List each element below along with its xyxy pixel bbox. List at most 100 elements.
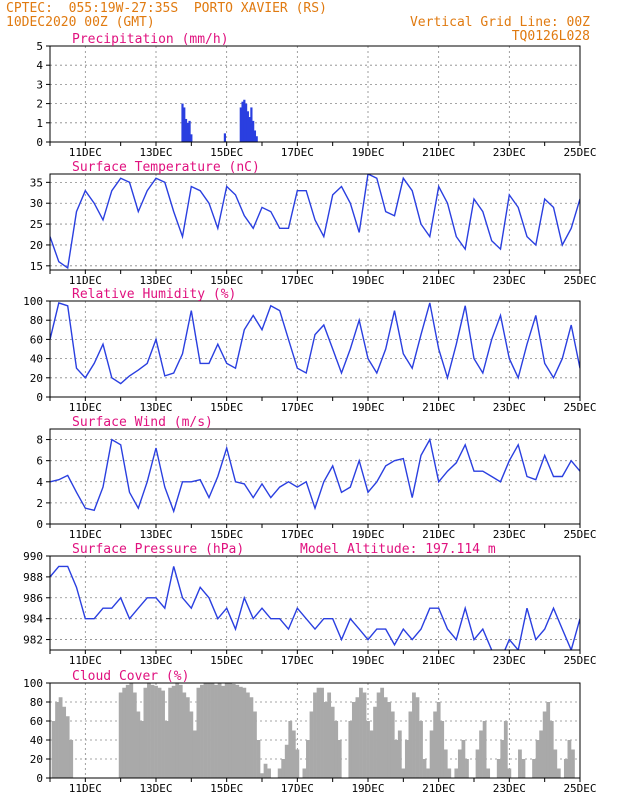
cloud-bar [228,683,233,778]
x-tick-label: 19DEC [351,401,384,414]
y-tick-label: 4 [36,59,43,72]
cloud-bar [383,697,388,778]
precip-bar [252,120,255,142]
cloud-bar [175,683,180,778]
y-tick-label: 40 [30,353,43,366]
cloud-bar [129,683,134,778]
cloud-bar [217,683,222,778]
y-tick-label: 0 [36,772,43,785]
x-tick-label: 17DEC [281,528,314,541]
cloud-bar [426,768,430,778]
cloud-bar [51,721,56,778]
cloud-bar [291,730,296,778]
y-tick-label: 0 [36,518,43,531]
cloud-bar [136,711,141,778]
cloud-bar [320,687,324,778]
cloud-bar [532,759,536,778]
precip-bar [190,134,193,142]
x-tick-label: 21DEC [422,274,455,287]
cloud-bar [447,768,452,778]
cloud-bar [457,749,462,778]
header-station: CPTEC: 055:19W-27:35S PORTO XAVIER (RS) [6,1,327,16]
x-tick-label: 25DEC [563,528,596,541]
panel-title: Cloud Cover (%) [72,669,189,684]
cloud-bar [55,702,59,778]
cloud-bar [366,721,370,778]
x-tick-label: 25DEC [563,146,596,159]
cloud-bar [309,711,314,778]
cloud-bar [235,684,240,778]
y-tick-label: 986 [23,592,43,605]
x-tick-label: 23DEC [493,274,526,287]
cloud-bar [454,768,459,778]
cloud-bar [302,768,307,778]
cloud-bar [369,730,374,778]
cloud-bar [306,740,310,778]
precip-bar [181,103,184,142]
y-tick-label: 0 [36,391,43,404]
precip-bar [184,118,188,142]
precip-bar [239,107,242,142]
cloud-bar [214,684,218,778]
x-tick-label: 21DEC [422,146,455,159]
cloud-bar [316,687,321,778]
panel-frame [49,300,581,398]
precip-bar [248,117,251,142]
cloud-bar [465,759,469,778]
cloud-bar [249,697,254,778]
x-tick-label: 11DEC [69,274,102,287]
panel-frame [49,555,581,651]
panel-title: Relative Humidity (%) [72,287,236,302]
x-tick-label: 17DEC [281,401,314,414]
header-grid-line: Vertical Grid Line: 00Z [409,15,590,30]
precip-bar [253,130,257,142]
precip-bar [188,120,191,142]
x-tick-label: 17DEC [281,654,314,667]
precip-bar [255,136,258,142]
header-model-id: TQ0126L028 [511,29,590,44]
y-tick-label: 984 [23,613,43,626]
cloud-bar [486,768,491,778]
panel-title: Surface Wind (m/s) [72,415,213,430]
x-tick-label: 21DEC [422,528,455,541]
cloud-bar [419,721,423,778]
x-tick-label: 11DEC [69,782,102,795]
cloud-bar [221,685,226,778]
cloud-bar [154,685,158,778]
cloud-bar [496,759,501,778]
cloud-bar [200,684,204,778]
cloud-bar [390,711,395,778]
cloud-bar [503,721,508,778]
cloud-bar [542,711,547,778]
cloud-bar [178,684,183,778]
cloud-bar [147,683,151,778]
cloud-bar [263,763,268,778]
x-tick-label: 19DEC [351,274,384,287]
cloud-bar [242,687,247,778]
panel-5: 982 984 986 988 990 11DEC 13DEC 15DEC 17DEC 19DEC… [23,542,596,667]
cloud-bar [122,687,127,778]
cloud-bar [281,759,286,778]
x-tick-label: 19DEC [351,782,384,795]
x-tick-label: 25DEC [563,782,596,795]
panel-frame [49,45,581,143]
cloud-bar [62,706,67,778]
y-tick-label: 1 [36,117,43,130]
panel-frame [49,428,581,525]
cloud-bar [394,740,399,778]
y-tick-label: 990 [23,550,43,563]
x-tick-label: 21DEC [422,782,455,795]
x-tick-label: 15DEC [210,401,243,414]
x-tick-label: 11DEC [69,146,102,159]
x-tick-label: 17DEC [281,274,314,287]
y-tick-label: 4 [36,476,43,489]
series-line [50,565,580,650]
cloud-bar [348,721,353,778]
cloud-bar [224,683,229,778]
cloud-bar [139,721,144,778]
cloud-bar [563,759,568,778]
precip-bar [250,107,253,142]
cloud-bar [164,721,169,778]
y-tick-label: 6 [36,455,43,468]
cloud-bar [546,702,551,778]
